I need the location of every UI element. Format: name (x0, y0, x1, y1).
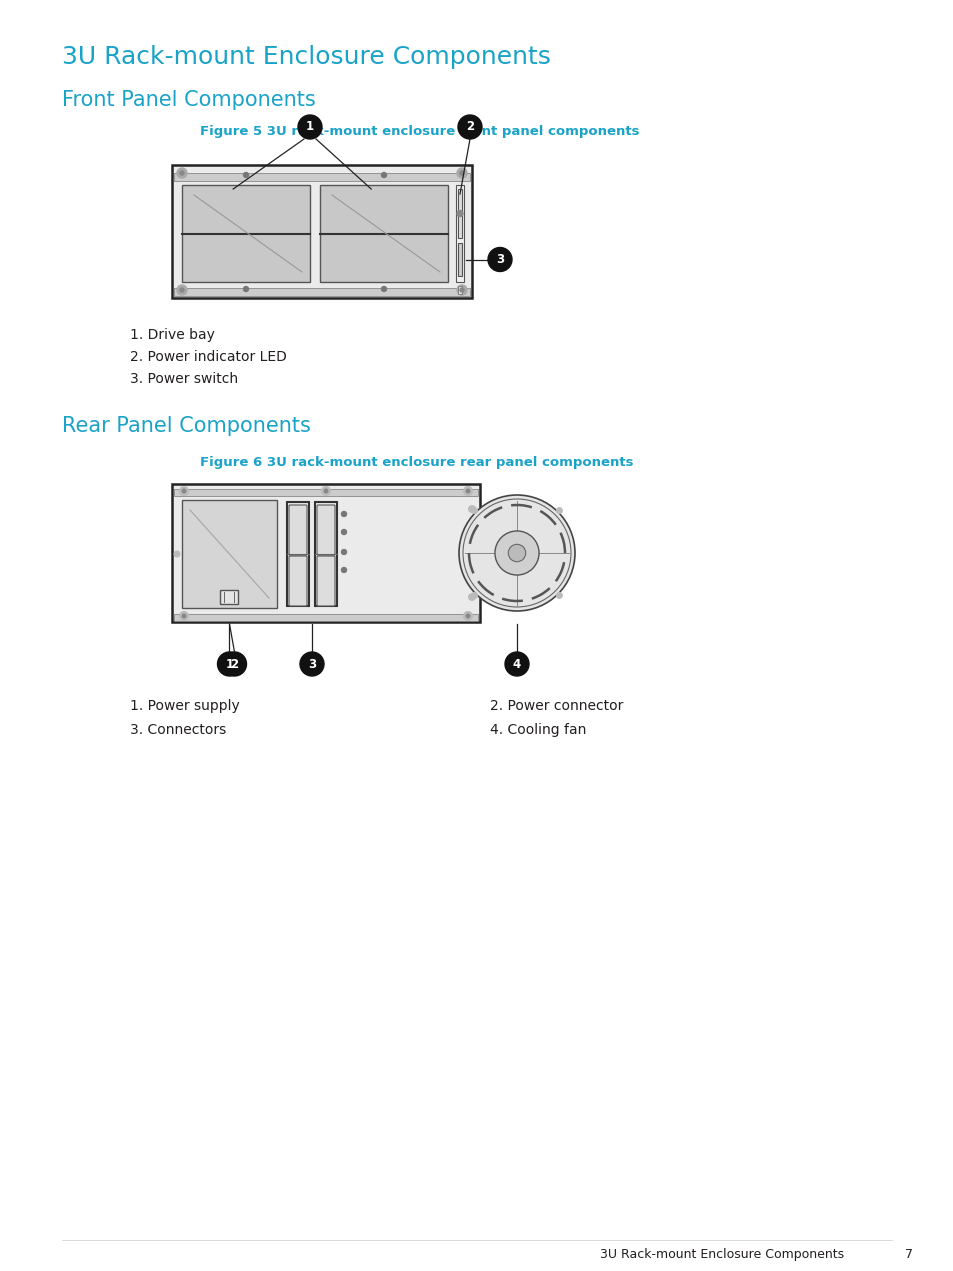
Circle shape (217, 652, 241, 676)
Text: Front Panel Components: Front Panel Components (62, 90, 315, 111)
Circle shape (468, 594, 475, 600)
Bar (220, 590, 238, 604)
Circle shape (459, 172, 463, 175)
Circle shape (243, 173, 248, 178)
Circle shape (179, 487, 189, 496)
Circle shape (182, 489, 186, 493)
Text: 1. Power supply: 1. Power supply (130, 699, 239, 713)
Text: 3. Connectors: 3. Connectors (130, 723, 226, 737)
Text: 3: 3 (308, 657, 315, 671)
Circle shape (321, 487, 330, 496)
Circle shape (324, 489, 328, 493)
Circle shape (381, 286, 386, 291)
Text: Figure 5 3U rack-mount enclosure front panel components: Figure 5 3U rack-mount enclosure front p… (200, 125, 639, 139)
Bar (172, 165, 472, 297)
Circle shape (468, 506, 475, 512)
Bar (173, 289, 470, 296)
Circle shape (459, 289, 463, 292)
Circle shape (177, 168, 187, 178)
Circle shape (222, 652, 246, 676)
Circle shape (456, 168, 467, 178)
Circle shape (466, 614, 469, 618)
Circle shape (458, 494, 575, 611)
Bar (314, 502, 336, 606)
Text: Figure 6 3U rack-mount enclosure rear panel components: Figure 6 3U rack-mount enclosure rear pa… (200, 456, 633, 469)
Circle shape (463, 611, 472, 620)
Circle shape (243, 286, 248, 291)
Circle shape (504, 652, 529, 676)
Circle shape (341, 549, 346, 554)
Text: 3U Rack-mount Enclosure Components: 3U Rack-mount Enclosure Components (599, 1248, 843, 1261)
Circle shape (182, 614, 186, 618)
Bar (173, 489, 477, 496)
Text: 1. Drive bay: 1. Drive bay (130, 328, 214, 342)
Text: 3U Rack-mount Enclosure Components: 3U Rack-mount Enclosure Components (62, 44, 550, 69)
Text: 2. Power indicator LED: 2. Power indicator LED (130, 350, 287, 364)
Text: 2. Power connector: 2. Power connector (490, 699, 622, 713)
Circle shape (471, 592, 477, 599)
Circle shape (471, 507, 477, 513)
Circle shape (457, 114, 481, 139)
Bar (319, 186, 448, 282)
Circle shape (173, 552, 180, 557)
Text: 4. Cooling fan: 4. Cooling fan (490, 723, 586, 737)
Circle shape (297, 114, 322, 139)
Bar (457, 286, 461, 294)
Bar (173, 614, 477, 622)
Circle shape (179, 611, 189, 620)
Bar (456, 186, 463, 282)
Circle shape (495, 531, 538, 574)
Bar (182, 500, 276, 608)
Bar (182, 186, 310, 282)
Circle shape (341, 567, 346, 572)
Bar (287, 502, 309, 606)
Circle shape (177, 285, 187, 295)
Bar (457, 243, 461, 276)
Text: 3. Power switch: 3. Power switch (130, 372, 238, 386)
Circle shape (456, 285, 467, 295)
Circle shape (341, 530, 346, 535)
Circle shape (466, 489, 469, 493)
Circle shape (299, 652, 324, 676)
Circle shape (463, 487, 472, 496)
Circle shape (180, 172, 184, 175)
Circle shape (341, 511, 346, 516)
Circle shape (488, 248, 512, 272)
Text: 1: 1 (225, 657, 233, 671)
Text: 1: 1 (306, 121, 314, 133)
Text: 4: 4 (513, 657, 520, 671)
Circle shape (556, 507, 562, 513)
Bar (172, 484, 479, 622)
FancyBboxPatch shape (316, 555, 335, 606)
FancyBboxPatch shape (289, 555, 307, 606)
Circle shape (180, 289, 184, 292)
FancyBboxPatch shape (316, 505, 335, 555)
Circle shape (508, 544, 525, 562)
Text: Rear Panel Components: Rear Panel Components (62, 416, 311, 436)
Text: 3: 3 (496, 253, 503, 266)
Circle shape (381, 173, 386, 178)
FancyBboxPatch shape (289, 505, 307, 555)
Circle shape (456, 211, 462, 216)
Text: 7: 7 (904, 1248, 912, 1261)
Text: 2: 2 (231, 657, 238, 671)
Bar (173, 173, 470, 180)
Bar (457, 189, 461, 238)
Circle shape (556, 592, 562, 599)
Text: 2: 2 (465, 121, 474, 133)
